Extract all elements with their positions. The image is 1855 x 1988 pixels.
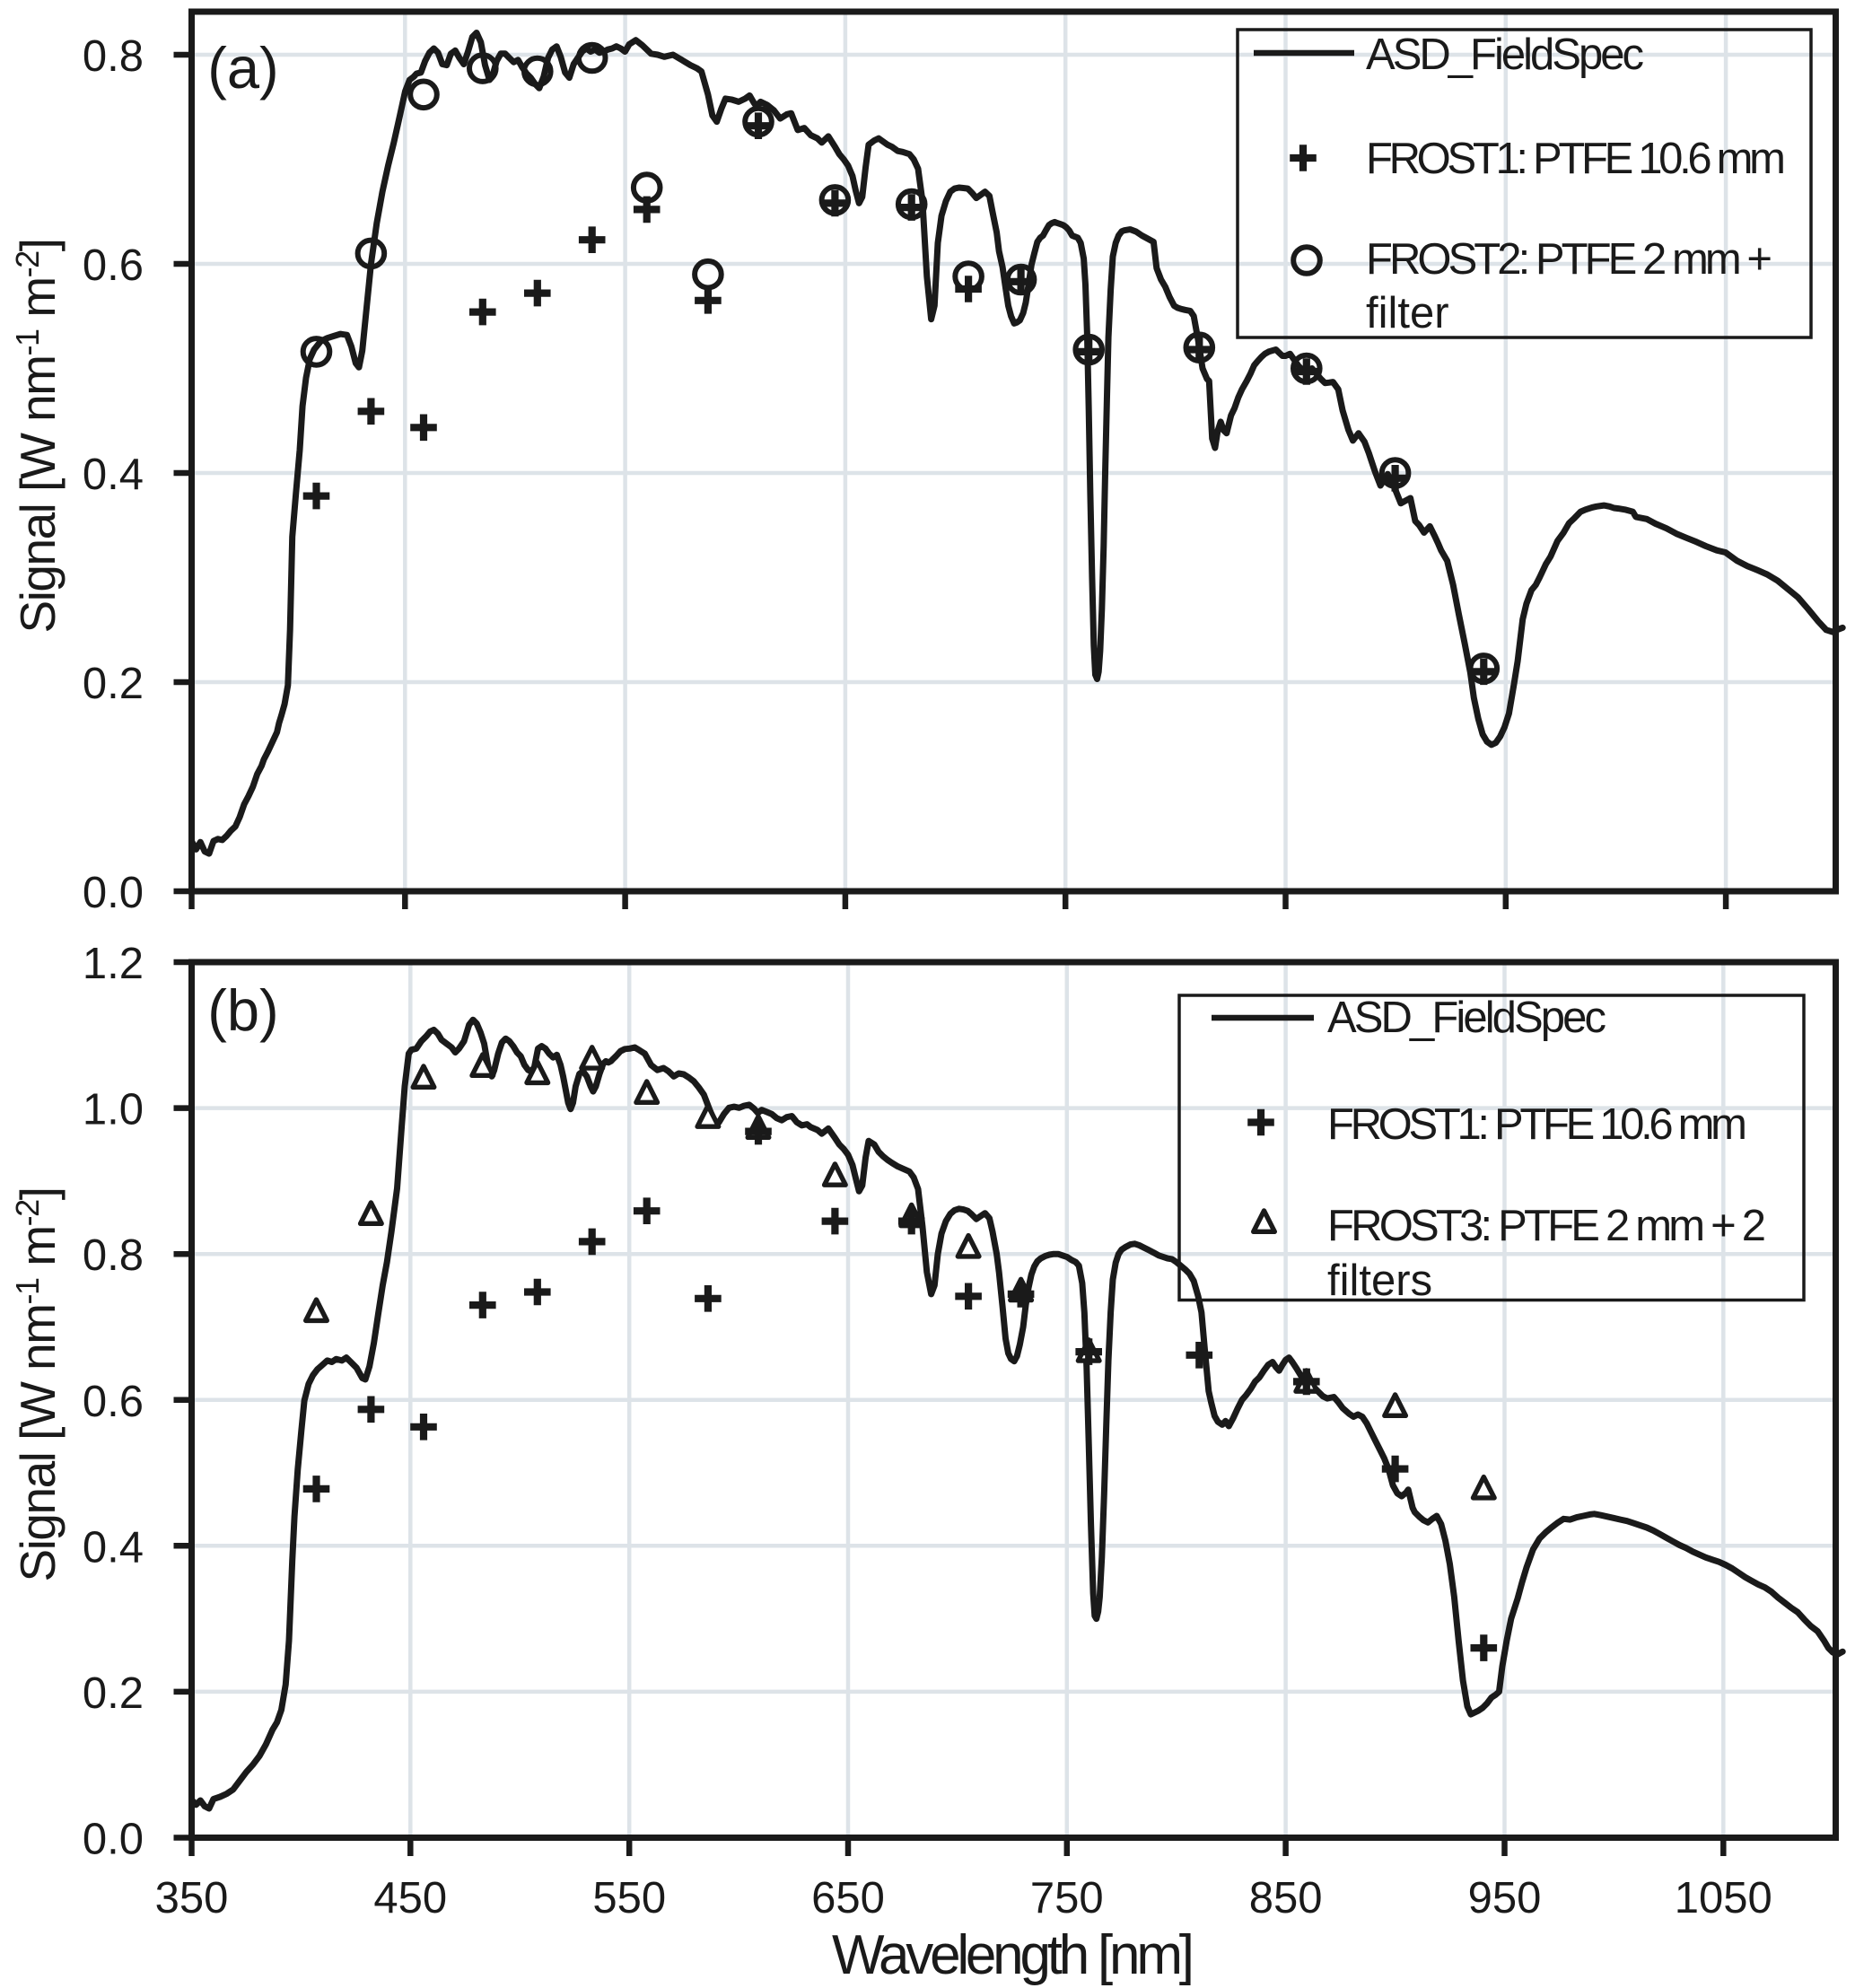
svg-text:FROST1: PTFE 10.6 mm: FROST1: PTFE 10.6 mm <box>1327 1100 1747 1149</box>
svg-text:filter: filter <box>1366 289 1449 337</box>
svg-text:0.2: 0.2 <box>83 660 144 708</box>
svg-text:750: 750 <box>1030 1874 1104 1922</box>
svg-text:FROST1: PTFE 10.6 mm: FROST1: PTFE 10.6 mm <box>1366 135 1786 183</box>
svg-text:350: 350 <box>155 1874 229 1922</box>
svg-text:Wavelength [nm]: Wavelength [nm] <box>832 1924 1194 1986</box>
svg-text:1.0: 1.0 <box>83 1086 144 1134</box>
svg-text:0.6: 0.6 <box>83 1378 144 1426</box>
svg-text:0.0: 0.0 <box>83 1816 144 1864</box>
svg-text:Signal [W nm-1 m-2]: Signal [W nm-1 m-2] <box>9 240 66 634</box>
svg-text:ASD_FieldSpec: ASD_FieldSpec <box>1366 31 1644 79</box>
svg-text:450: 450 <box>373 1874 447 1922</box>
svg-text:0.4: 0.4 <box>83 451 144 499</box>
svg-text:550: 550 <box>592 1874 666 1922</box>
svg-text:0.8: 0.8 <box>83 32 144 81</box>
svg-text:FROST3: PTFE 2 mm + 2: FROST3: PTFE 2 mm + 2 <box>1327 1202 1766 1250</box>
svg-text:0.4: 0.4 <box>83 1523 144 1572</box>
svg-text:FROST2: PTFE 2 mm +: FROST2: PTFE 2 mm + <box>1366 235 1772 284</box>
svg-text:0.6: 0.6 <box>83 241 144 290</box>
svg-text:0.8: 0.8 <box>83 1231 144 1280</box>
svg-text:850: 850 <box>1249 1874 1323 1922</box>
svg-text:Signal [W nm-1 m-2]: Signal [W nm-1 m-2] <box>9 1188 66 1582</box>
svg-text:950: 950 <box>1468 1874 1542 1922</box>
svg-text:(b): (b) <box>207 977 278 1043</box>
svg-text:ASD_FieldSpec: ASD_FieldSpec <box>1327 994 1606 1042</box>
svg-text:(a): (a) <box>207 35 278 101</box>
svg-text:0.2: 0.2 <box>83 1669 144 1718</box>
svg-text:filters: filters <box>1327 1257 1432 1305</box>
svg-text:0.0: 0.0 <box>83 869 144 917</box>
svg-text:650: 650 <box>811 1874 885 1922</box>
svg-text:1.2: 1.2 <box>83 940 144 988</box>
svg-text:1050: 1050 <box>1675 1874 1772 1922</box>
